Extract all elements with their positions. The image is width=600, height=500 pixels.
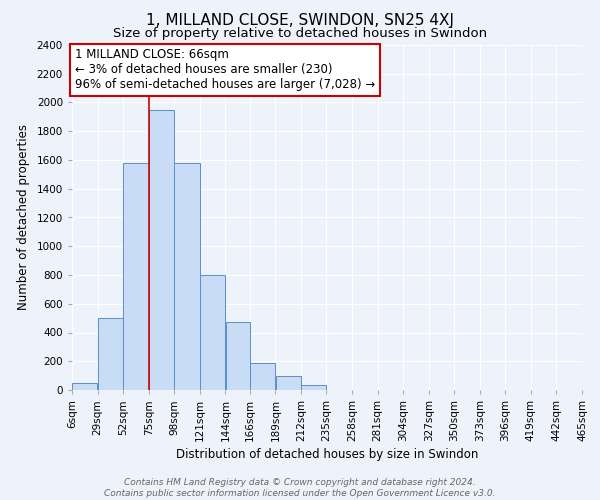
X-axis label: Distribution of detached houses by size in Swindon: Distribution of detached houses by size … xyxy=(176,448,478,461)
Y-axis label: Number of detached properties: Number of detached properties xyxy=(17,124,30,310)
Bar xyxy=(275,376,301,390)
Text: Size of property relative to detached houses in Swindon: Size of property relative to detached ho… xyxy=(113,28,487,40)
Text: Contains HM Land Registry data © Crown copyright and database right 2024.
Contai: Contains HM Land Registry data © Crown c… xyxy=(104,478,496,498)
Bar xyxy=(175,163,200,390)
Text: 1 MILLAND CLOSE: 66sqm
← 3% of detached houses are smaller (230)
96% of semi-det: 1 MILLAND CLOSE: 66sqm ← 3% of detached … xyxy=(74,48,375,92)
Bar xyxy=(200,275,225,390)
Bar xyxy=(98,318,123,390)
Bar xyxy=(149,110,174,390)
Bar xyxy=(72,383,97,390)
Bar xyxy=(250,364,275,390)
Bar xyxy=(226,322,250,390)
Bar xyxy=(301,385,326,390)
Bar xyxy=(123,163,149,390)
Text: 1, MILLAND CLOSE, SWINDON, SN25 4XJ: 1, MILLAND CLOSE, SWINDON, SN25 4XJ xyxy=(146,12,454,28)
